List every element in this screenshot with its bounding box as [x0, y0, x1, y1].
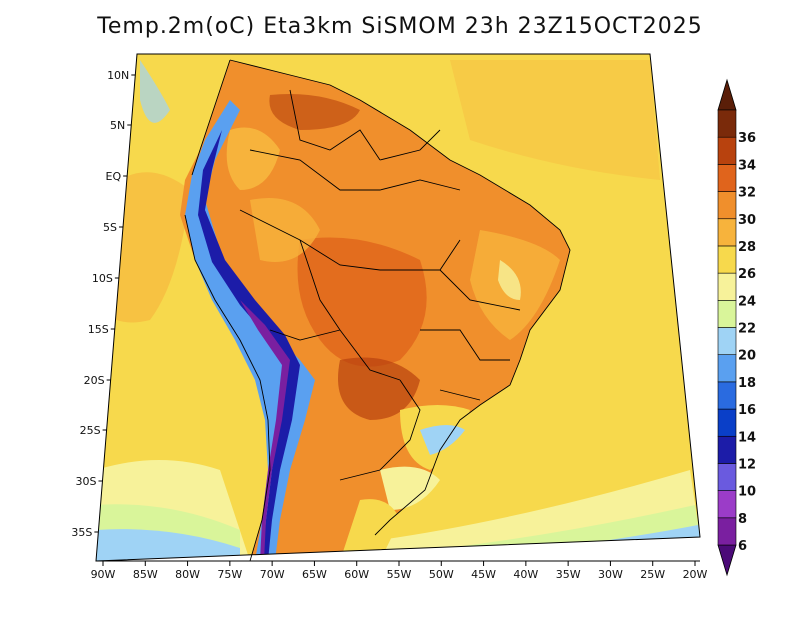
country-borders: [184, 59, 571, 562]
colorbar-segment: [717, 136, 737, 165]
colorbar-under-triangle: [717, 544, 737, 577]
colorbar-label: 20: [738, 349, 756, 364]
lon-tick-label: 20W: [683, 568, 708, 581]
lat-tick-label: 35S: [71, 526, 92, 539]
colorbar-segment: [717, 354, 737, 383]
colorbar-segment: [717, 109, 737, 138]
lon-tick-label: 25W: [640, 568, 665, 581]
lon-tick-label: 90W: [91, 568, 116, 581]
latitude-axis: 10N 5N EQ 5S 10S 15S 20S 25S 30S 35S: [71, 69, 136, 539]
lon-tick-label: 50W: [429, 568, 454, 581]
colorbar-segment: [717, 490, 737, 519]
colorbar-label: 30: [738, 213, 756, 228]
lat-tick-label: EQ: [106, 170, 122, 183]
colorbar-over-triangle: [717, 78, 737, 111]
lat-tick-label: 15S: [88, 323, 109, 336]
longitude-axis: 90W 85W 80W 75W 70W 65W 60W 55W 50W 45W 40W 35W 30W 2…: [91, 560, 708, 581]
colorbar-label: 34: [738, 158, 756, 173]
colorbar-label: 14: [738, 430, 756, 445]
colorbar-segment: [717, 245, 737, 274]
colorbar-label: 6: [738, 539, 747, 554]
colorbar-label: 10: [738, 485, 756, 500]
colorbar: 6 8 10 12 14 16 18 20 22 24 26 28 30 32 34 36: [717, 78, 756, 577]
colorbar-label: 28: [738, 240, 756, 255]
colorbar-label: 36: [738, 131, 756, 146]
colorbar-segment: [717, 517, 737, 546]
colorbar-label: 24: [738, 294, 756, 309]
temperature-field: [96, 54, 700, 561]
colorbar-label: 22: [738, 322, 756, 337]
lon-tick-label: 55W: [387, 568, 412, 581]
map-frame: [95, 53, 701, 562]
lon-tick-label: 60W: [344, 568, 369, 581]
lon-tick-label: 70W: [260, 568, 285, 581]
colorbar-label: 8: [738, 512, 747, 527]
colorbar-segment: [717, 435, 737, 464]
colorbar-label: 26: [738, 267, 756, 282]
lon-tick-label: 35W: [556, 568, 581, 581]
colorbar-segment: [717, 408, 737, 437]
lat-tick-label: 30S: [75, 475, 96, 488]
lat-tick-label: 5N: [110, 119, 125, 132]
colorbar-label: 12: [738, 457, 756, 472]
colorbar-segment: [717, 218, 737, 247]
colorbar-label: 18: [738, 376, 756, 391]
lat-tick-label: 10S: [92, 272, 113, 285]
colorbar-label: 32: [738, 186, 756, 201]
colorbar-segment: [717, 327, 737, 355]
colorbar-label: 16: [738, 403, 756, 418]
map-title: Temp.2m(oC) Eta3km SiSMOM 23h 23Z15OCT20…: [97, 14, 703, 39]
colorbar-segment: [717, 272, 737, 301]
lat-tick-label: 20S: [84, 374, 105, 387]
colorbar-segment: [717, 191, 737, 220]
lon-tick-label: 65W: [302, 568, 327, 581]
lon-tick-label: 30W: [598, 568, 623, 581]
lon-tick-label: 80W: [175, 568, 200, 581]
lat-tick-label: 25S: [80, 424, 101, 437]
colorbar-segment: [717, 164, 737, 192]
lon-tick-label: 75W: [217, 568, 242, 581]
lat-tick-label: 5S: [103, 221, 117, 234]
colorbar-segment: [717, 463, 737, 491]
colorbar-segment: [717, 381, 737, 410]
lat-tick-label: 10N: [107, 69, 129, 82]
lon-tick-label: 40W: [513, 568, 538, 581]
lon-tick-label: 45W: [471, 568, 496, 581]
colorbar-segment: [717, 300, 737, 328]
lon-tick-label: 85W: [133, 568, 158, 581]
